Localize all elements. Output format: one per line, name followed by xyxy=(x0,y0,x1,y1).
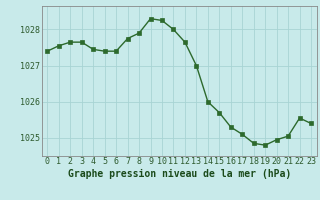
X-axis label: Graphe pression niveau de la mer (hPa): Graphe pression niveau de la mer (hPa) xyxy=(68,169,291,179)
